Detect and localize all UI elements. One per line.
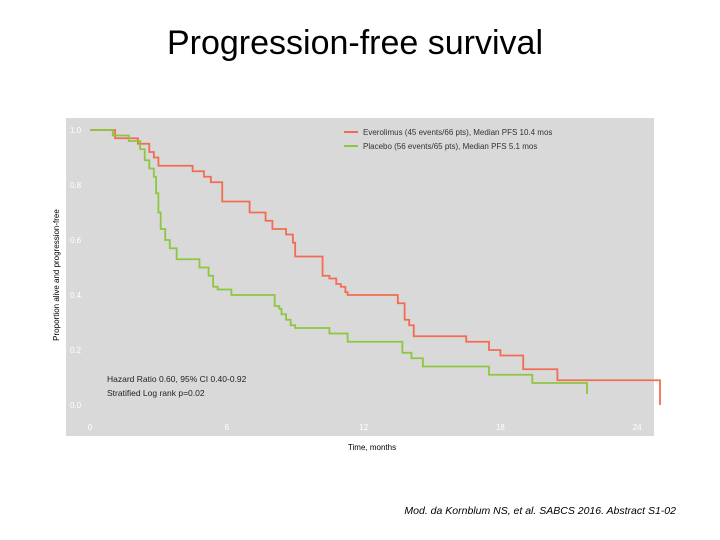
y-tick-label: 0.8 bbox=[70, 181, 82, 190]
legend-entry: Placebo (56 events/65 pts), Median PFS 5… bbox=[363, 142, 537, 151]
y-tick-label: 0.4 bbox=[70, 291, 82, 300]
legend-entry: Everolimus (45 events/66 pts), Median PF… bbox=[363, 128, 552, 137]
y-tick-label: 0.2 bbox=[70, 346, 82, 355]
x-tick-label: 0 bbox=[88, 423, 93, 432]
y-tick-label: 0.0 bbox=[70, 401, 82, 410]
series-lines bbox=[90, 129, 661, 405]
x-tick-label: 24 bbox=[633, 423, 642, 432]
series-line-placebo bbox=[90, 129, 588, 394]
x-axis: 0 6 12 18 24 bbox=[88, 423, 642, 432]
x-tick-label: 12 bbox=[359, 423, 368, 432]
x-tick-label: 18 bbox=[496, 423, 505, 432]
chart-title: Progression-free survival bbox=[166, 24, 544, 62]
y-axis-label: Proportion alive and progression-free bbox=[52, 209, 61, 341]
y-tick-label: 1.0 bbox=[70, 126, 82, 135]
logrank-annotation: Stratified Log rank p=0.02 bbox=[107, 388, 205, 398]
series-line-everolimus bbox=[90, 129, 661, 405]
y-tick-label: 0.6 bbox=[70, 236, 82, 245]
citation: Mod. da Kornblum NS, et al. SABCS 2016. … bbox=[404, 505, 676, 517]
hazard-ratio-annotation: Hazard Ratio 0.60, 95% CI 0.40-0.92 bbox=[107, 374, 247, 384]
y-axis: 0.0 0.2 0.4 0.6 0.8 1.0 bbox=[70, 126, 82, 410]
legend: Everolimus (45 events/66 pts), Median PF… bbox=[344, 128, 552, 151]
x-tick-label: 6 bbox=[225, 423, 230, 432]
x-axis-label: Time, months bbox=[348, 443, 396, 452]
